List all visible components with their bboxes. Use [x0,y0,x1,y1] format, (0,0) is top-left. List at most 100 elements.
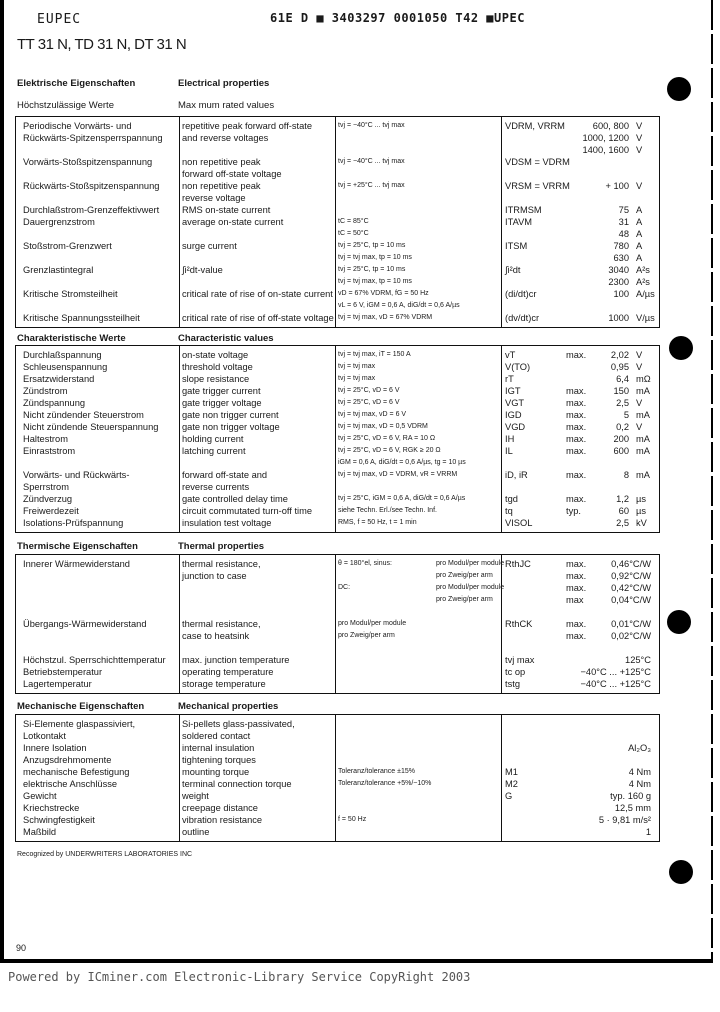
properties-table: Periodische Vorwärts- und repetitive peak… [15,116,660,328]
symbol: VGD [505,422,526,432]
column-divider [335,715,336,841]
unit: V [636,133,643,143]
label-en: gate trigger voltage [182,398,262,408]
column-divider [335,555,336,693]
unit: A [636,253,643,263]
label-de: Grenzlastintegral [23,265,94,275]
qualifier: max. [566,559,587,569]
label-en: terminal connection torque [182,779,292,789]
unit: A²s [636,265,650,275]
table-row: case to heatsink pro Zweig/per arm max. 0,0… [16,630,659,642]
label-de: Innere Isolation [23,743,87,753]
table-row: reverse voltage [16,192,659,204]
unit: A [636,217,643,227]
value: 5 [623,410,629,420]
label-en: average on-state current [182,217,284,227]
table-row: junction to case pro Zweig/per arm max. 0,9… [16,570,659,582]
value: 1400, 1600 [582,145,629,155]
condition: f = 50 Hz [338,816,367,823]
label-de: Kriechstrecke [23,803,80,813]
label-de: Ersatzwiderstand [23,374,95,384]
table-row: tvj = tvj max, tp = 10 ms 2300 A²s [16,276,659,288]
table-row: Vorwärts-Stoßspitzenspannung non repetiti… [16,156,659,168]
table-row: Kritische Spannungssteilheit critical rat… [16,312,659,324]
unit: V [636,145,643,155]
unit: A/µs [636,289,655,299]
value: 75 [618,205,629,215]
symbol: VDRM, VRRM [505,121,565,131]
label-de: Vorwärts-Stoßspitzenspannung [23,157,153,167]
label-de: Durchlaßspannung [23,350,102,360]
condition-detail: pro Zweig/per arm [436,596,493,603]
label-en: tightening torques [182,755,256,765]
condition: tC = 50°C [338,230,369,237]
value: + 100 [605,181,629,191]
symbol: IGD [505,410,522,420]
qualifier: max. [566,434,587,444]
symbol: iD, iR [505,470,528,480]
label-en: vibration resistance [182,815,263,825]
label-en: gate trigger current [182,386,261,396]
label-en: gate non trigger voltage [182,422,280,432]
label-de: elektrische Anschlüsse [23,779,118,789]
value: 1 [645,827,651,837]
label-de: Vorwärts- und Rückwärts- [23,470,130,480]
table-row: Durchlaßstrom-Grenzeffektivwert RMS on-st… [16,204,659,216]
table-row: Sperrstrom reverse currents [16,481,659,493]
footer-text: Powered by ICminer.com Electronic-Librar… [8,970,471,984]
value: 0,2 [616,422,629,432]
table-row: elektrische Anschlüsse terminal connectio… [16,778,659,790]
qualifier: max. [566,446,587,456]
value: Al₂O₃ [628,743,651,753]
symbol: M1 [505,767,518,777]
label-de: Höchstzul. Sperrschichttemperatur [23,655,166,665]
label-de: Zündspannung [23,398,86,408]
label-de: Sperrstrom [23,482,69,492]
unit: A [636,229,643,239]
value: 0,42°C/W [611,583,651,593]
label-de: Si-Elemente glaspassiviert, [23,719,136,729]
label-de: Lotkontakt [23,731,66,741]
label-de: Isolations-Prüfspannung [23,518,124,528]
value: 60 [618,506,629,516]
label-de: Schwingfestigkeit [23,815,95,825]
value: 4 Nm [628,779,651,789]
condition: tvj = tvj max, vD = VDRM, vR = VRRM [338,471,458,478]
ul-note: Recognized by UNDERWRITERS LABORATORIES … [17,851,193,858]
condition: tvj = 25°C, tp = 10 ms [338,266,406,273]
unit: mA [636,446,650,456]
label-de: Zündverzug [23,494,73,504]
label-de: Kritische Stromsteilheit [23,289,118,299]
value: 1,2 [616,494,629,504]
value: 780 [613,241,629,251]
condition: Toleranz/tolerance +5%/−10% [338,780,432,787]
label-de: Stoßstrom-Grenzwert [23,241,112,251]
label-de: Nicht zündender Steuerstrom [23,410,144,420]
scan-border-right [711,0,713,962]
symbol: tstg [505,679,520,689]
condition: vL = 6 V, iGM = 0,6 A, diG/dt = 0,6 A/µs [338,302,460,309]
table-row: Innere Isolation internal insulation Al₂O₃ [16,742,659,754]
condition: tvj = tvj max, tp = 10 ms [338,254,412,261]
label-en: weight [182,791,209,801]
scan-border-left [0,0,4,962]
condition: tvj = tvj max [338,363,376,370]
table-row: Anzugsdrehmomente tightening torques [16,754,659,766]
symbol: tvj max [505,655,535,665]
table-row: Maßbild outline 1 [16,826,659,838]
value: 12,5 mm [614,803,651,813]
table-row: vL = 6 V, iGM = 0,6 A, diG/dt = 0,6 A/µs [16,300,659,312]
symbol: IGT [505,386,521,396]
punch-hole [667,610,691,634]
label-en: slope resistance [182,374,250,384]
table-row: Lotkontakt soldered contact [16,730,659,742]
symbol: IL [505,446,513,456]
label-en: forward off-state and [182,470,268,480]
qualifier: max. [566,470,587,480]
unit: V [636,362,643,372]
table-row: pro Zweig/per arm max 0,04°C/W [16,594,659,606]
value: 31 [618,217,629,227]
label-en: repetitive peak forward off-state [182,121,313,131]
symbol: IH [505,434,515,444]
